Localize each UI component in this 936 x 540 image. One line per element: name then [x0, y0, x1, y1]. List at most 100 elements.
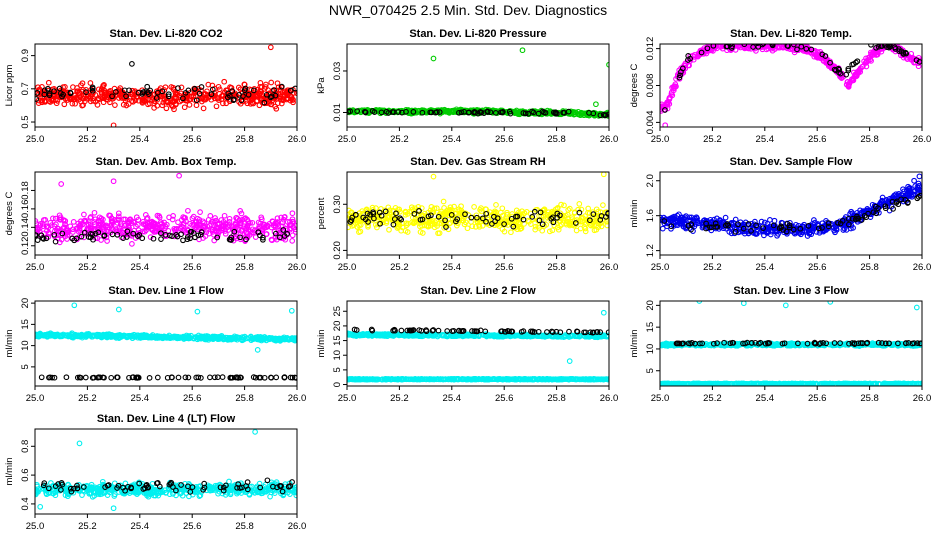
data-point-flagged	[228, 234, 235, 241]
data-point-main	[59, 333, 65, 340]
data-point-main	[591, 334, 598, 341]
data-point-flagged	[40, 236, 47, 242]
data-point-flagged	[858, 217, 865, 223]
data-point-flagged	[182, 374, 189, 381]
data-point-flagged	[468, 214, 475, 221]
data-point-main	[263, 81, 269, 88]
data-point-main	[193, 102, 200, 109]
data-point-flagged	[587, 217, 593, 224]
data-point-main	[255, 219, 262, 226]
outlier-point	[430, 173, 437, 180]
data-point-main	[211, 95, 218, 102]
data-point-main	[771, 217, 778, 224]
data-point-flagged	[284, 231, 291, 237]
data-point-main	[162, 223, 169, 230]
data-point-flagged	[108, 374, 115, 381]
data-point-main	[354, 213, 361, 219]
data-point-flagged	[226, 92, 233, 99]
data-point-main	[277, 86, 284, 93]
data-point-main	[234, 215, 241, 222]
data-point-main	[350, 222, 357, 228]
x-tick-label: 25.0	[651, 134, 670, 145]
data-point-main	[785, 223, 792, 230]
data-point-main	[675, 217, 681, 224]
data-point-main	[833, 223, 840, 229]
data-point-flagged	[193, 97, 200, 104]
data-point-main	[47, 99, 54, 105]
data-point-main	[365, 331, 372, 337]
data-point-flagged	[114, 231, 121, 238]
data-point-main	[190, 93, 197, 100]
data-point-main	[912, 183, 919, 189]
y-tick-label: 0.16	[20, 200, 31, 219]
data-point-flagged	[174, 233, 181, 240]
data-point-flagged	[362, 216, 369, 223]
data-point-main	[211, 237, 218, 244]
data-point-main	[114, 332, 121, 339]
data-point-main	[60, 224, 67, 231]
data-point-main	[274, 215, 281, 222]
data-point-flagged	[277, 234, 283, 241]
data-point-main	[438, 208, 444, 215]
data-point-main	[35, 225, 41, 232]
data-point-main	[694, 217, 700, 224]
data-point-main	[211, 231, 217, 238]
outlier-point	[606, 61, 609, 68]
x-tick-label: 26.0	[288, 134, 307, 145]
data-point-flagged	[602, 112, 608, 119]
outlier-point	[566, 358, 573, 364]
data-point-flagged	[724, 221, 731, 227]
data-point-main	[196, 222, 203, 229]
data-point-flagged	[198, 84, 205, 90]
data-point-main	[98, 218, 104, 224]
data-point-main	[258, 96, 265, 102]
data-point-flagged	[913, 57, 920, 63]
data-point-flagged	[185, 374, 192, 381]
data-point-main	[129, 91, 136, 98]
data-point-main	[437, 215, 444, 222]
y-tick-label: 0.12	[20, 237, 31, 256]
data-point-main	[347, 331, 353, 338]
data-point-flagged	[531, 208, 538, 215]
data-point-main	[663, 100, 670, 107]
data-point-main	[423, 222, 430, 229]
data-point-flagged	[77, 374, 84, 381]
data-point-flagged	[49, 374, 55, 381]
data-point-main	[585, 209, 591, 216]
data-point-flagged	[676, 74, 683, 81]
data-point-flagged	[158, 230, 164, 237]
data-point-flagged	[371, 109, 378, 115]
data-point-main	[98, 237, 104, 243]
data-point-main	[258, 88, 265, 95]
data-point-main	[91, 226, 98, 233]
data-point-flagged	[605, 111, 609, 118]
data-point-flagged	[890, 206, 896, 212]
data-point-flagged	[419, 109, 426, 116]
data-point-flagged	[510, 223, 517, 230]
data-point-main	[512, 108, 519, 115]
data-point-main	[121, 222, 128, 229]
data-point-main	[235, 226, 241, 232]
data-point-main	[292, 229, 297, 235]
data-point-main	[228, 336, 235, 343]
data-point-main	[518, 225, 525, 232]
data-point-flagged	[399, 109, 405, 116]
data-point-main	[363, 207, 370, 214]
data-point-flagged	[550, 219, 557, 226]
data-point-flagged	[882, 205, 889, 212]
x-tick-label: 25.4	[131, 262, 150, 273]
data-point-flagged	[477, 109, 484, 115]
data-point-main	[262, 84, 269, 90]
data-point-main	[523, 209, 530, 215]
data-point-flagged	[905, 199, 911, 206]
data-point-flagged	[535, 110, 542, 117]
data-point-main	[399, 224, 406, 231]
data-point-flagged	[278, 83, 285, 90]
data-point-main	[879, 194, 886, 201]
data-point-main	[498, 209, 504, 216]
data-point-main	[579, 218, 586, 225]
data-point-main	[840, 227, 847, 233]
x-tick-label: 25.2	[390, 134, 409, 145]
data-point-main	[248, 337, 255, 343]
data-point-main	[238, 219, 244, 226]
